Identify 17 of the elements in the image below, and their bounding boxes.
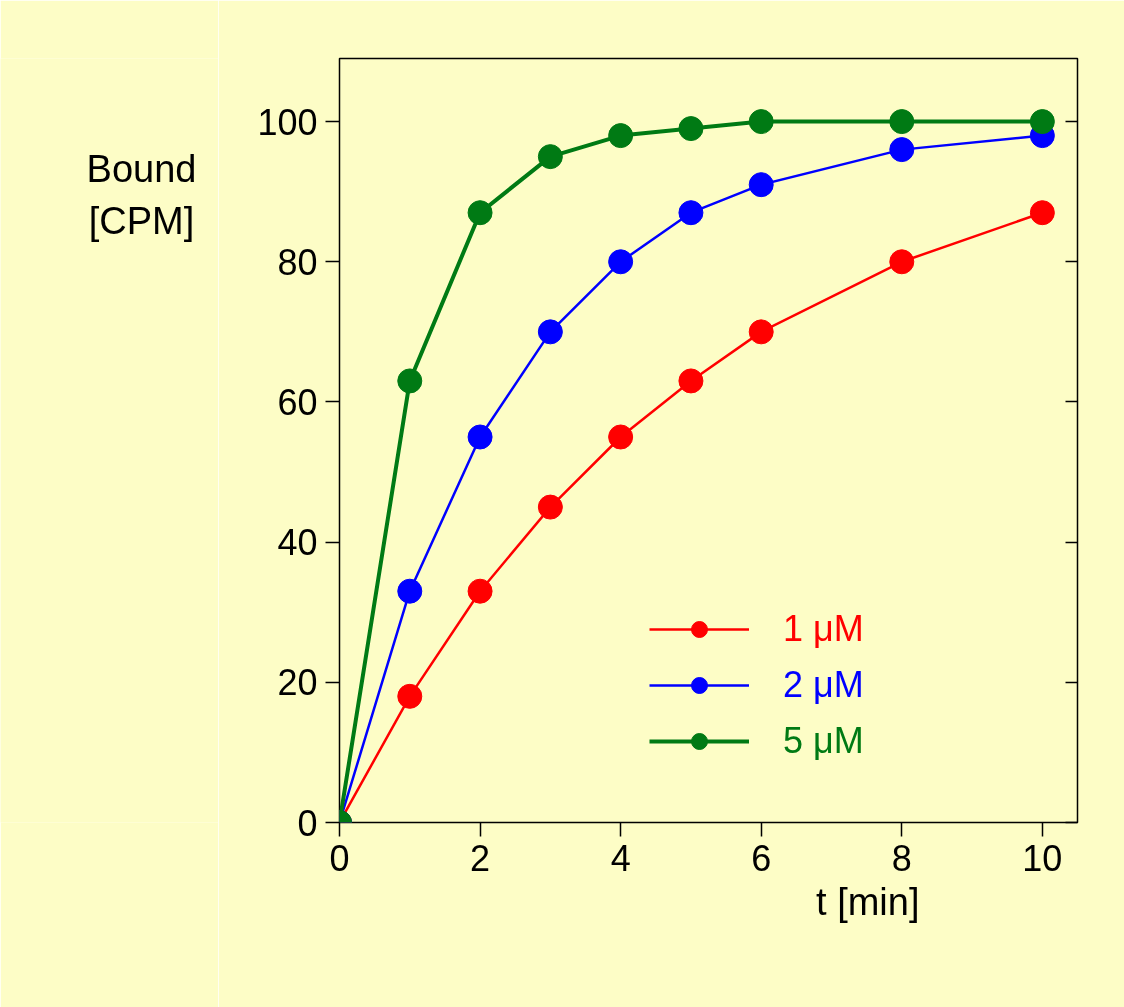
legend-label: 2 μM xyxy=(783,664,864,706)
x-axis-title: t [min] xyxy=(816,880,920,923)
x-tick-label: 0 xyxy=(329,837,350,879)
y-tick-label: 80 xyxy=(277,241,318,283)
legend-label: 5 μM xyxy=(783,720,864,762)
x-tick-label: 2 xyxy=(470,837,491,879)
x-tick-label: 6 xyxy=(751,837,772,879)
y-tick-label: 0 xyxy=(297,802,318,844)
y-tick-label: 40 xyxy=(277,522,318,564)
legend-label: 1 μM xyxy=(783,608,864,650)
y-axis-title: Bound [CPM] xyxy=(86,147,197,243)
x-tick-label: 4 xyxy=(610,837,631,879)
y-tick-label: 100 xyxy=(257,101,318,143)
x-tick-label: 8 xyxy=(891,837,912,879)
x-tick-label: 10 xyxy=(1022,837,1063,879)
y-tick-label: 20 xyxy=(277,662,318,704)
y-tick-label: 60 xyxy=(277,381,318,423)
